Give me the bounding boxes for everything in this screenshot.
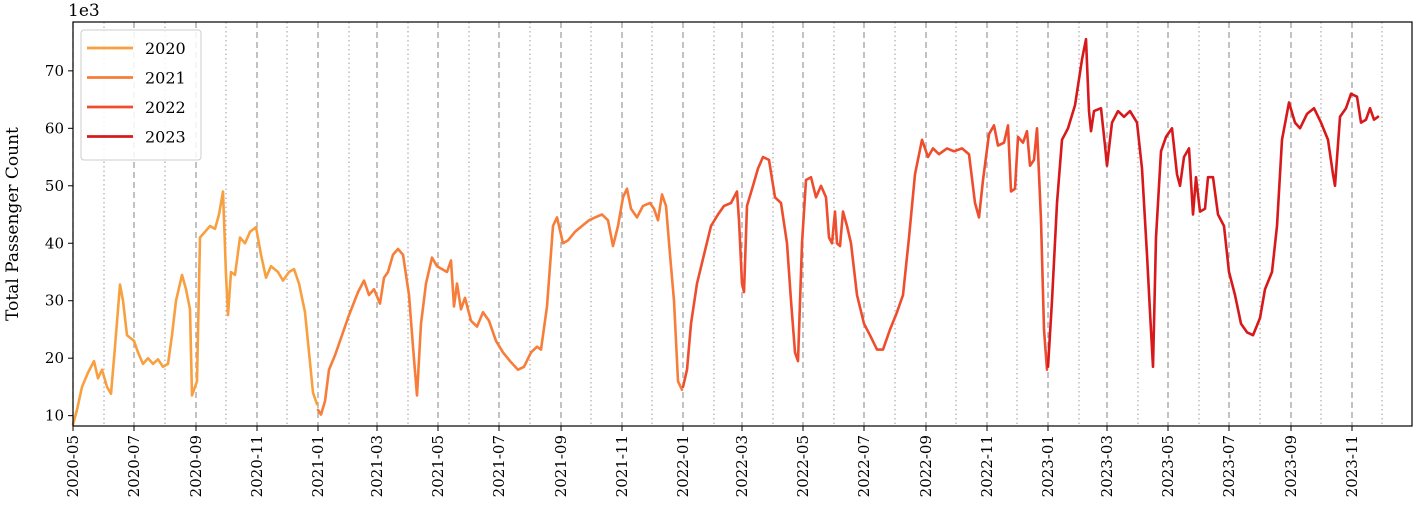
y-tick-label: 70 [45, 62, 64, 80]
legend-frame [80, 29, 202, 161]
legend-label-2020[interactable]: 2020 [145, 39, 186, 58]
legend-label-2023[interactable]: 2023 [145, 128, 186, 147]
x-tick-label: 2021-05 [429, 435, 447, 497]
x-tick-label: 2022-09 [917, 435, 935, 497]
legend-label-2022[interactable]: 2022 [145, 98, 186, 117]
x-tick-label: 2020-09 [187, 435, 205, 497]
x-tick-label: 2023-09 [1282, 435, 1300, 497]
legend[interactable]: 2020 2021 2022 2023 [80, 29, 202, 161]
x-tick-label: 2022-03 [733, 435, 751, 497]
x-tick-label: 2021-11 [613, 435, 631, 497]
x-tick-label: 2022-11 [978, 435, 996, 497]
series-line-2020 [71, 190, 319, 426]
x-tick-label: 2020-11 [248, 435, 266, 497]
series-line-2022 [681, 124, 1049, 389]
series-lines [71, 37, 1380, 426]
legend-label-2021[interactable]: 2021 [145, 69, 186, 88]
x-tick-label: 2021-03 [368, 435, 386, 497]
x-axis: 2020-05 2020-07 2020-09 2020-11 2021-01 2021-… [64, 426, 1361, 497]
x-tick-label: 2023-11 [1343, 435, 1361, 497]
x-tick-label: 2021-01 [309, 435, 327, 497]
x-tick-label: 2022-05 [794, 435, 812, 497]
y-axis-multiplier: 1e3 [68, 1, 100, 21]
y-tick-label: 50 [45, 177, 64, 195]
series-line-2023 [1046, 37, 1380, 369]
y-tick-label: 60 [45, 119, 64, 137]
x-tick-label: 2022-01 [674, 435, 692, 497]
y-axis: 10 20 30 40 50 60 70 [45, 62, 73, 425]
y-tick-label: 30 [45, 292, 64, 310]
x-tick-label: 2021-07 [490, 435, 508, 497]
x-tick-label: 2023-01 [1039, 435, 1057, 497]
x-tick-label: 2023-05 [1159, 435, 1177, 497]
x-tick-label: 2023-03 [1098, 435, 1116, 497]
x-tick-label: 2022-07 [855, 435, 873, 497]
series-line-2021 [316, 187, 684, 416]
x-tick-label: 2021-09 [552, 435, 570, 497]
x-tick-label: 2023-07 [1220, 435, 1238, 497]
y-axis-title: Total Passenger Count [3, 127, 23, 321]
y-tick-label: 20 [45, 349, 64, 367]
x-tick-label: 2020-05 [64, 435, 82, 497]
month-gridlines [72, 22, 1383, 426]
y-tick-label: 40 [45, 234, 64, 252]
x-tick-label: 2020-07 [125, 435, 143, 497]
y-tick-label: 10 [45, 407, 64, 425]
